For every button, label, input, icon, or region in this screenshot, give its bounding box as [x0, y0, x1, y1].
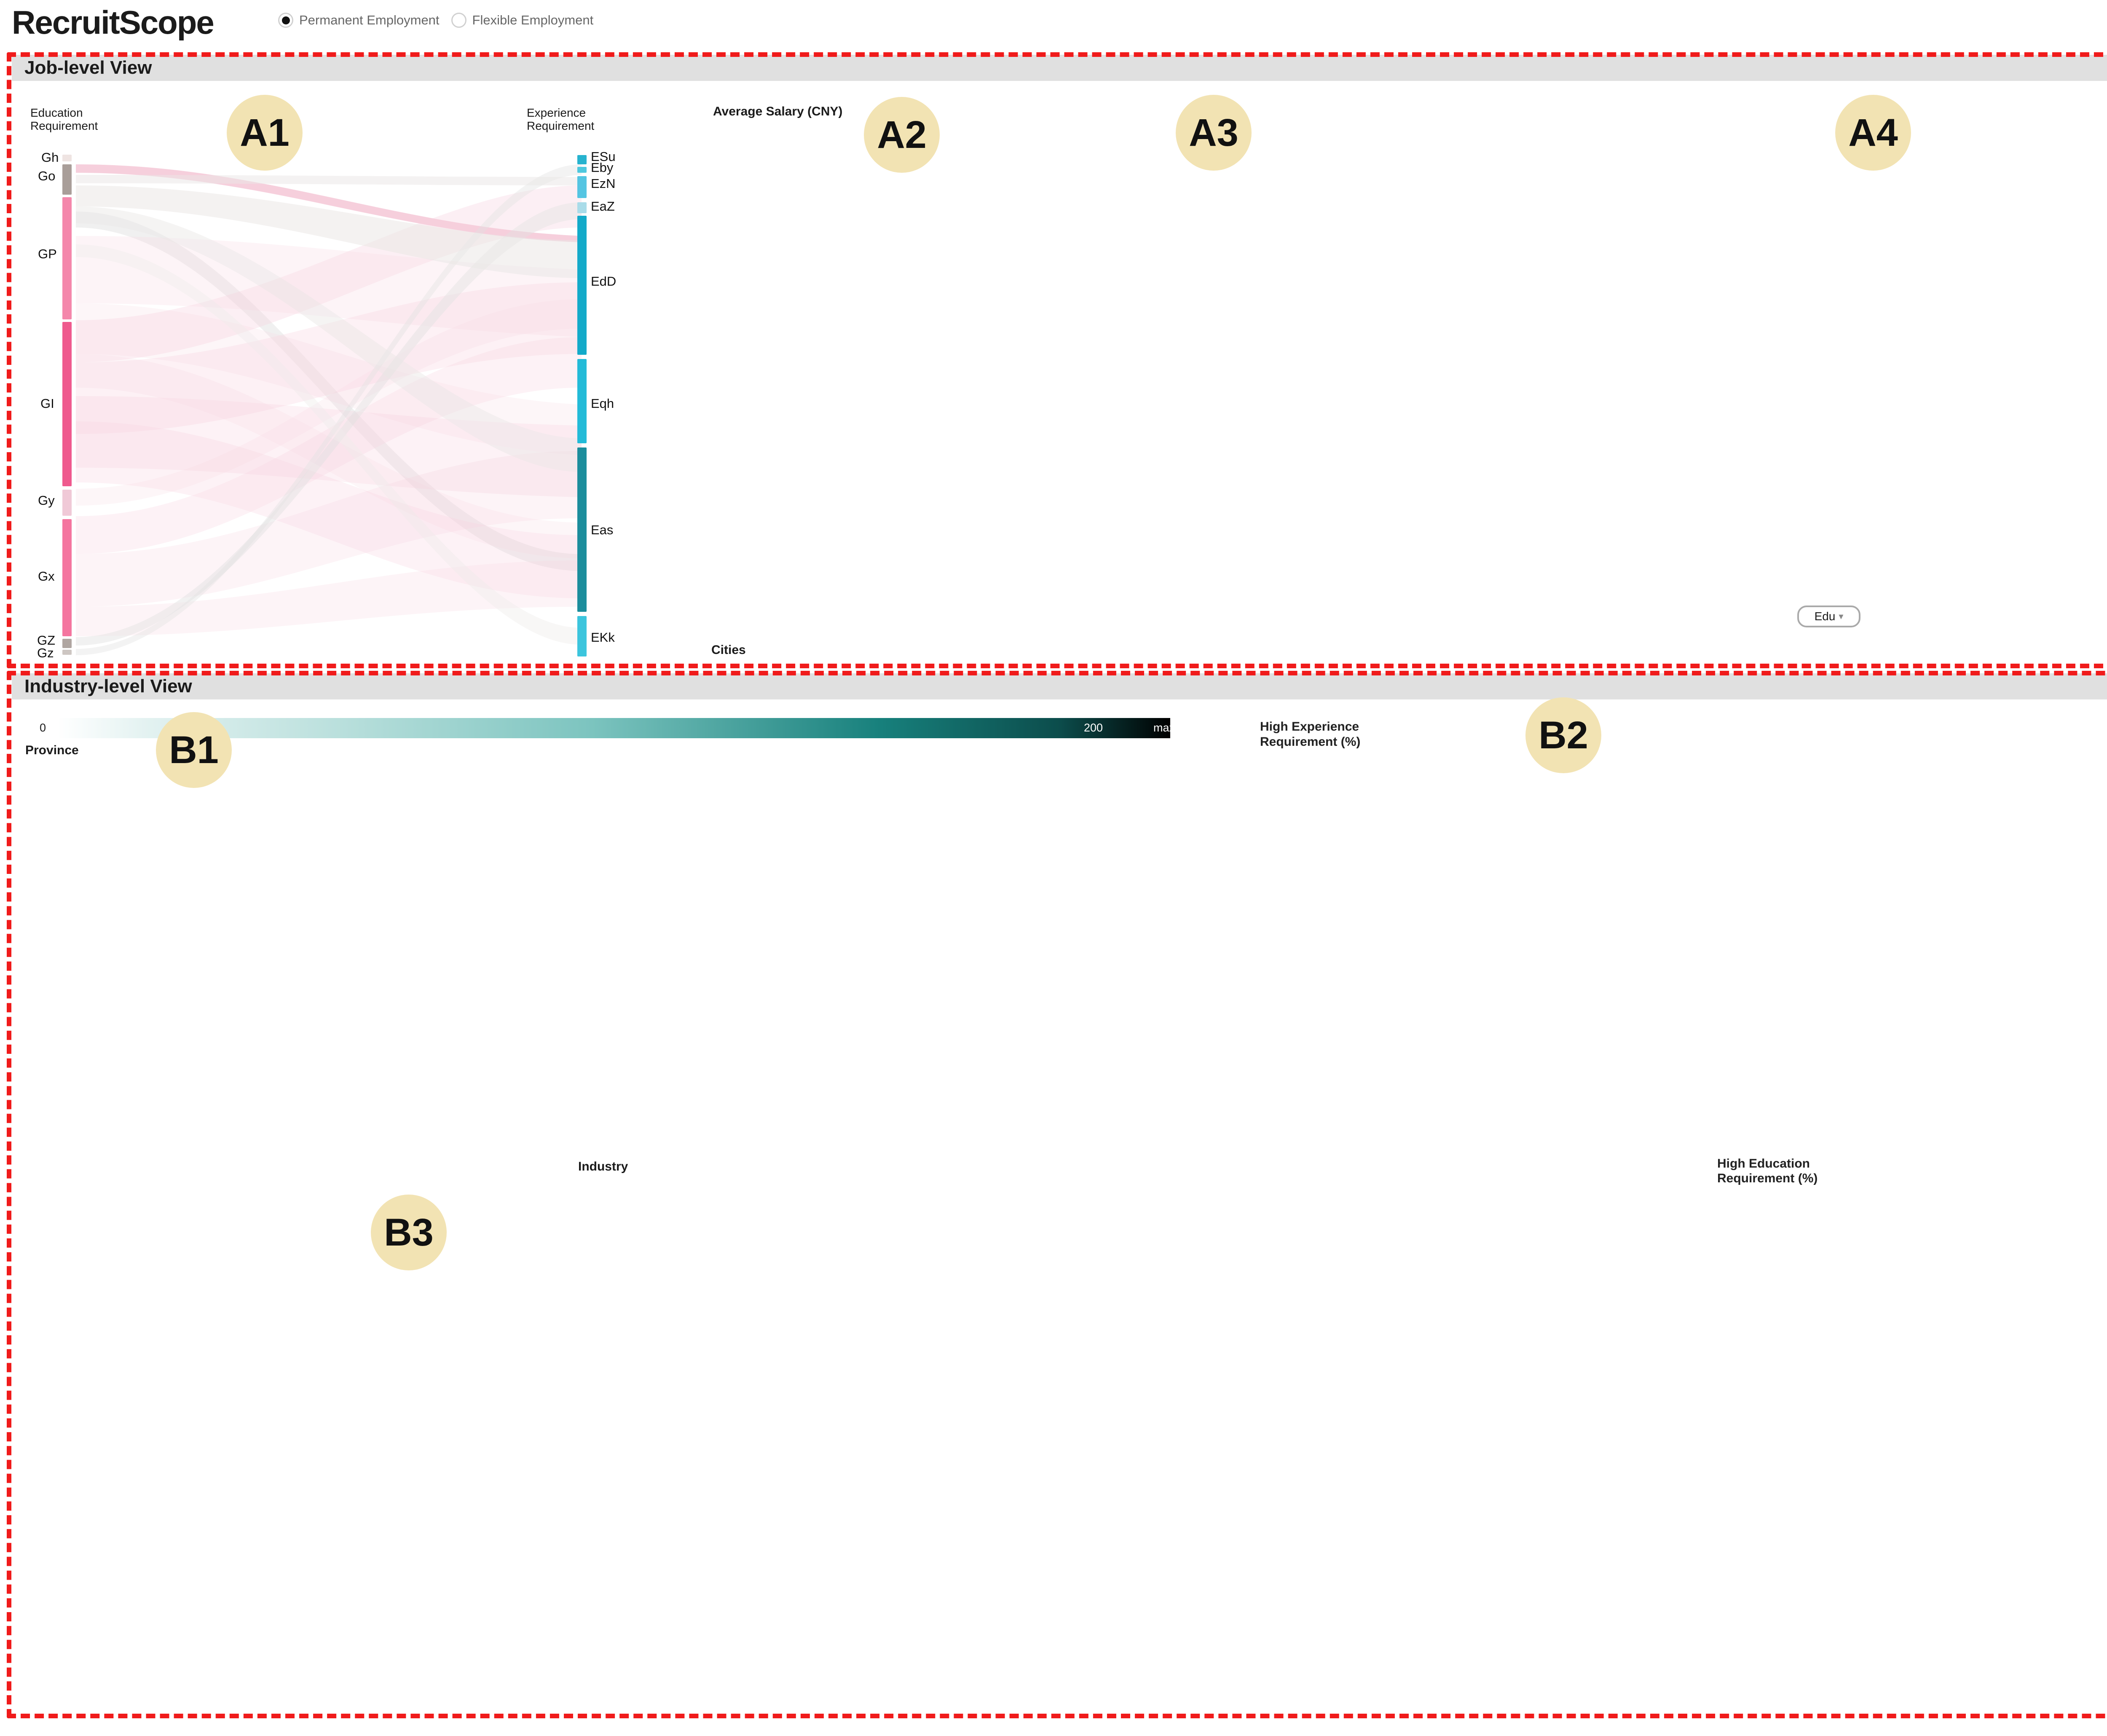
job-level-view-header: Job-level View: [12, 55, 2107, 81]
app-header: RecruitScope Permanent Employment Flexib…: [0, 0, 2107, 46]
b1-legend-max: max: [1153, 721, 1175, 734]
a1-edu-label-Gy: Gy: [38, 493, 55, 508]
a1-exp-node-EdD[interactable]: [577, 216, 587, 355]
a1-edu-node-Gh[interactable]: [62, 155, 72, 161]
badge-a4: A4: [1835, 95, 1911, 171]
b1-legend-mid: 200: [1084, 721, 1103, 734]
radio-unselected-icon: [451, 13, 466, 28]
a1-exp-node-Eqh[interactable]: [577, 359, 587, 443]
a1-edu-label-GI: GI: [40, 396, 54, 411]
a1-exp-label-EdD: EdD: [591, 274, 617, 289]
b1-x-axis-title: Industry: [578, 1160, 628, 1173]
a1-edu-node-Gx[interactable]: [62, 519, 72, 636]
b1-color-legend: [58, 718, 1170, 738]
a2-city-salary-chart[interactable]: Average Salary (CNY) Cities: [683, 101, 1239, 662]
b2-plot-area: [1222, 712, 1846, 1188]
a4-plot-area: [1793, 103, 2107, 662]
a1-edu-label-Gh: Gh: [41, 150, 59, 165]
a4-flower-scatter[interactable]: Average Salary (CNY) Edu ▾ Exp ▾: [1793, 103, 2107, 662]
a1-education-header: Education Requirement: [30, 106, 98, 133]
radio-selected-icon: [278, 13, 293, 28]
b3-treemap[interactable]: [13, 1201, 2107, 1711]
a1-edu-node-GI[interactable]: [62, 322, 72, 486]
badge-a1: A1: [227, 95, 303, 171]
b2-industry-scatter[interactable]: High Experience Requirement (%) High Edu…: [1222, 712, 1846, 1188]
radio-permanent-label: Permanent Employment: [299, 13, 440, 27]
a1-exp-node-EKk[interactable]: [577, 616, 587, 656]
radio-flexible-employment[interactable]: Flexible Employment: [451, 13, 594, 28]
a4-edu-dropdown[interactable]: Edu ▾: [1797, 605, 1860, 627]
industry-level-view-title: Industry-level View: [24, 676, 192, 697]
a2-title: Average Salary (CNY): [713, 104, 843, 118]
radio-flexible-label: Flexible Employment: [472, 13, 594, 27]
a1-edu-node-Gy[interactable]: [62, 490, 72, 516]
a1-sankey-links: [76, 164, 582, 655]
a1-edu-node-GZ[interactable]: [62, 639, 72, 648]
a1-exp-label-EzN: EzN: [591, 176, 616, 191]
a1-exp-label-ESu: ESu: [591, 149, 616, 164]
badge-a2: A2: [864, 97, 940, 173]
a1-exp-label-EaZ: EaZ: [591, 199, 615, 214]
a1-exp-node-EzN[interactable]: [577, 176, 587, 198]
b2-ylabel-line2: Requirement (%): [1260, 735, 1361, 749]
b2-xlabel-line1: High Education: [1717, 1157, 1810, 1171]
a1-edu-label-GP: GP: [38, 246, 57, 261]
a1-edu-label-Gz: Gz: [37, 646, 54, 660]
job-level-view-title: Job-level View: [24, 57, 152, 78]
badge-b3: B3: [371, 1195, 447, 1270]
chevron-down-icon: ▾: [1839, 611, 1844, 622]
b2-ylabel-line1: High Experience: [1260, 720, 1359, 734]
a1-exp-node-EaZ[interactable]: [577, 202, 587, 213]
a1-edu-label-GZ: GZ: [37, 633, 56, 648]
a2-xlabel: Cities: [711, 643, 746, 657]
app-title: RecruitScope: [12, 4, 214, 41]
employment-type-toggle[interactable]: Permanent Employment Flexible Employment: [278, 13, 593, 28]
a1-edu-node-GP[interactable]: [62, 197, 72, 319]
badge-b1: B1: [156, 712, 232, 788]
b1-heatmap[interactable]: 0 200 max Province Industry: [13, 708, 1193, 1176]
a3-job-table[interactable]: [1258, 113, 1789, 661]
a1-experience-header: Experience Requirement: [527, 106, 595, 133]
a1-exp-node-Eas[interactable]: [577, 447, 587, 612]
radio-permanent-employment[interactable]: Permanent Employment: [278, 13, 440, 28]
a1-exp-label-EKk: EKk: [591, 630, 615, 645]
a1-edu-label-Go: Go: [38, 169, 56, 183]
a1-sankey-chart[interactable]: Education Requirement Experience Requireme…: [13, 101, 670, 662]
a1-exp-node-ESu[interactable]: [577, 155, 587, 164]
a1-edu-label-Gx: Gx: [38, 569, 55, 584]
b2-xlabel-line2: Requirement (%): [1717, 1171, 1818, 1185]
badge-a3: A3: [1176, 95, 1252, 171]
badge-b2: B2: [1525, 697, 1601, 773]
a1-exp-label-Eas: Eas: [591, 522, 614, 537]
b1-legend-min: 0: [40, 721, 46, 734]
a1-edu-node-Go[interactable]: [62, 164, 72, 195]
a1-exp-label-Eqh: Eqh: [591, 396, 614, 411]
industry-level-view-header: Industry-level View: [12, 673, 2107, 699]
a1-exp-label-Eby: Eby: [591, 160, 614, 175]
a1-exp-node-Eby[interactable]: [577, 167, 587, 173]
a4-edu-dropdown-label: Edu: [1814, 610, 1836, 623]
a1-edu-node-Gz[interactable]: [62, 650, 72, 655]
b1-row-axis-title: Province: [25, 743, 79, 757]
